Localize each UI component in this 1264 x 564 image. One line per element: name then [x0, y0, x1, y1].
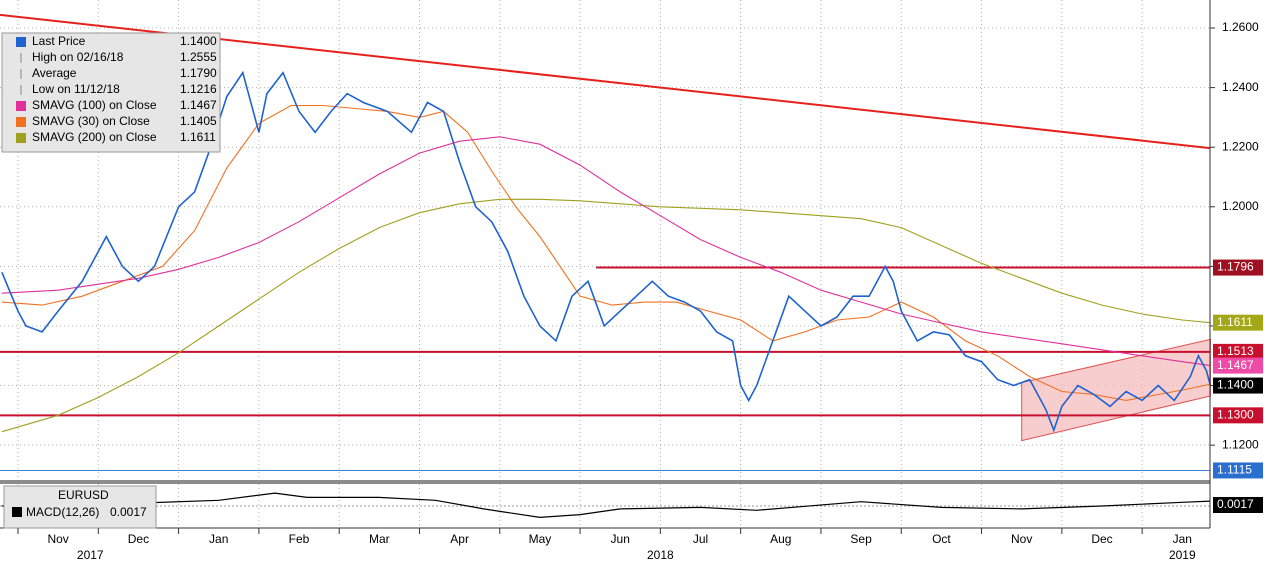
- macd-legend-name: MACD(12,26): [26, 505, 99, 519]
- x-tick-label: Oct: [932, 532, 951, 546]
- legend-label: SMAVG (100) on Close: [32, 98, 157, 112]
- legend-marker: [16, 117, 26, 127]
- price-tag-label: 1.1400: [1217, 378, 1254, 392]
- x-tick-label: Sep: [850, 532, 872, 546]
- x-tick-label: Jul: [693, 532, 708, 546]
- legend-items: Last Price 1.1400 High on 02/16/18 1.2555 Av…: [16, 34, 217, 144]
- x-tick-label: Nov: [47, 532, 68, 546]
- y-tick-label: 1.1200: [1222, 437, 1259, 451]
- y-tick-label: 1.2200: [1222, 139, 1259, 153]
- panel-separator: [0, 480, 1210, 484]
- legend: [1, 32, 221, 153]
- legend-label: Average: [32, 66, 77, 80]
- legend-value: 1.1467: [180, 98, 217, 112]
- x-tick-label: Mar: [369, 532, 390, 546]
- price-tag-label: 1.1115: [1217, 463, 1252, 477]
- y-tick-label: 1.2400: [1222, 80, 1259, 94]
- year-label: 2018: [647, 548, 674, 562]
- legend-value: 1.1611: [180, 130, 216, 144]
- macd-title: EURUSD: [58, 488, 109, 502]
- x-tick-label: Jan: [209, 532, 228, 546]
- price-tag-label: 0.0017: [1217, 497, 1254, 511]
- y-tick-label: 1.2600: [1222, 20, 1259, 34]
- legend-label: SMAVG (30) on Close: [32, 114, 150, 128]
- x-tick-label: Dec: [128, 532, 149, 546]
- legend-value: 1.1790: [180, 66, 217, 80]
- price-tag: [1213, 343, 1263, 360]
- price-tag: [1213, 259, 1263, 276]
- y-tick-label: 1.2000: [1222, 199, 1259, 213]
- x-tick-label: Jan: [1173, 532, 1192, 546]
- x-tick-label: Aug: [770, 532, 791, 546]
- price-tag-label: 1.1300: [1217, 408, 1254, 422]
- legend-marker: [16, 37, 26, 47]
- macd-legend: [3, 485, 157, 529]
- legend-label: Last Price: [32, 34, 86, 48]
- price-tag-label: 1.1796: [1217, 260, 1254, 274]
- price-tag-label: 1.1611: [1217, 315, 1253, 329]
- legend-value: 1.1216: [180, 82, 217, 96]
- legend-value: 1.1400: [180, 34, 217, 48]
- legend-value: 1.2555: [180, 50, 217, 64]
- price-tag: [1213, 377, 1263, 394]
- macd-line: [1, 492, 1211, 519]
- series-line: [1, 104, 1211, 401]
- series-line: [1, 198, 1211, 433]
- x-tick-label: Dec: [1091, 532, 1112, 546]
- price-tag-label: 1.1513: [1217, 344, 1254, 358]
- legend-label: Low on 11/12/18: [32, 82, 120, 96]
- legend-value: 1.1405: [180, 114, 217, 128]
- legend-label: SMAVG (200) on Close: [32, 130, 157, 144]
- legend-marker: [16, 133, 26, 143]
- price-tag-label: 1.1467: [1217, 358, 1254, 372]
- price-tag: [1213, 462, 1263, 479]
- macd-legend-marker: [12, 507, 22, 517]
- x-tick-label: May: [529, 532, 552, 546]
- macd-legend-value: 0.0017: [110, 505, 147, 519]
- series-line: [1, 136, 1211, 367]
- price-tag: [1213, 314, 1263, 331]
- x-tick-label: Jun: [611, 532, 630, 546]
- legend-label: High on 02/16/18: [32, 50, 124, 64]
- x-tick-label: Nov: [1011, 532, 1032, 546]
- x-tick-label: Apr: [450, 532, 469, 546]
- year-label: 2019: [1169, 548, 1196, 562]
- price-tag: [1213, 357, 1263, 374]
- legend-marker: [16, 101, 26, 111]
- year-label: 2017: [77, 548, 104, 562]
- price-tag: [1213, 407, 1263, 424]
- price-tag: [1213, 497, 1263, 513]
- x-tick-label: Feb: [289, 532, 310, 546]
